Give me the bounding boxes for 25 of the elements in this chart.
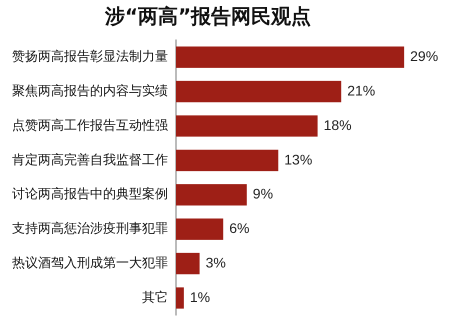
bar xyxy=(176,287,184,309)
y-tick-label: 肯定两高完善自我监督工作 xyxy=(12,152,168,168)
data-label: 18% xyxy=(324,116,352,133)
bar xyxy=(176,218,224,240)
bar xyxy=(176,46,404,68)
bar xyxy=(176,80,342,102)
bar xyxy=(176,150,278,172)
data-label: 13% xyxy=(284,151,312,168)
data-label: 29% xyxy=(410,48,438,64)
y-tick-label: 热议酒驾入刑成第一大犯罪 xyxy=(12,256,168,271)
y-tick-label: 讨论两高报告中的典型案例 xyxy=(12,186,168,202)
data-label: 6% xyxy=(229,220,250,236)
data-label: 9% xyxy=(252,186,274,202)
bar xyxy=(176,252,200,274)
y-tick-label: 赞扬两高报告彰显法制力量 xyxy=(12,48,168,65)
data-label: 21% xyxy=(347,82,376,98)
bar xyxy=(176,115,318,137)
y-tick-label: 支持两高惩治涉疫刑事犯罪 xyxy=(12,220,168,237)
data-label: 1% xyxy=(190,288,210,305)
chart-title: 涉“两高”报告网民观点 xyxy=(104,4,312,28)
y-tick-label: 其它 xyxy=(142,289,168,306)
y-tick-label: 聚焦两高报告的内容与实绩 xyxy=(12,82,168,99)
data-label: 3% xyxy=(206,254,226,270)
y-tick-label: 点赞两高工作报告互动性强 xyxy=(12,117,168,134)
bar xyxy=(176,184,247,206)
